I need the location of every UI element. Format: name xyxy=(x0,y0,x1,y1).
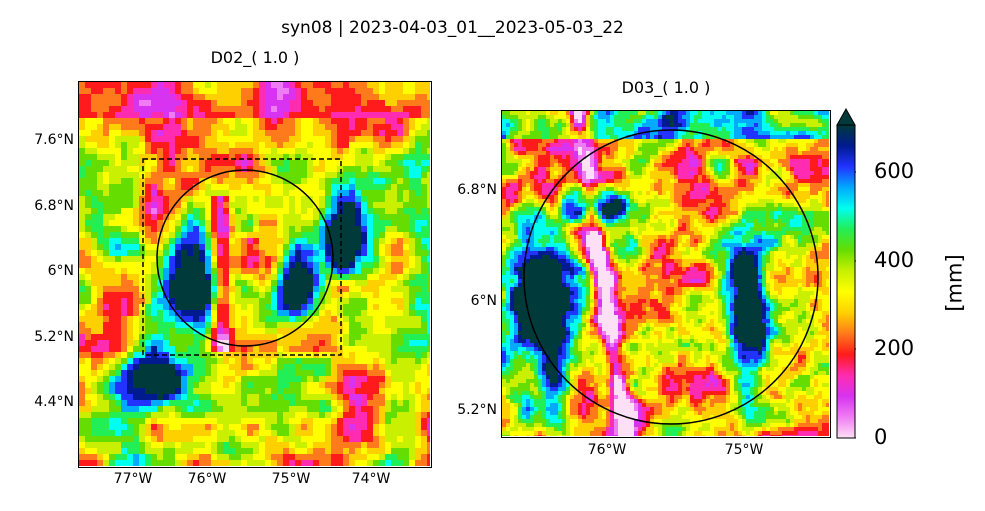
colorbar-tick-label: 200 xyxy=(874,336,915,360)
colorbar-tick-label: 600 xyxy=(874,159,915,183)
lat-label: 6°N xyxy=(470,293,497,309)
map-d03 xyxy=(501,110,831,438)
lat-label: 5.2°N xyxy=(34,329,74,345)
precipitation-field-d02 xyxy=(79,82,430,466)
radius-circle xyxy=(156,169,334,347)
lon-label: 74°W xyxy=(351,471,391,487)
precipitation-field-d03 xyxy=(502,111,829,436)
lat-label: 6.8°N xyxy=(457,182,497,198)
panel-title-d02: D02_( 1.0 ) xyxy=(210,48,300,67)
colorbar-tick-label: 400 xyxy=(874,248,915,272)
lat-label: 4.4°N xyxy=(34,394,74,410)
lon-label: 75°W xyxy=(724,442,764,458)
map-d02 xyxy=(78,81,432,468)
colorbar-gradient xyxy=(836,107,856,439)
lat-label: 7.6°N xyxy=(34,132,74,148)
colorbar-title: [mm] xyxy=(942,254,967,312)
colorbar xyxy=(836,107,856,439)
lat-label: 6.8°N xyxy=(34,198,74,214)
colorbar-tick-label: 0 xyxy=(874,425,888,449)
figure-suptitle: syn08 | 2023-04-03_01__2023-05-03_22 xyxy=(281,18,624,38)
radius-circle xyxy=(523,129,819,425)
lat-label: 6°N xyxy=(47,263,74,279)
lon-label: 76°W xyxy=(587,442,627,458)
lat-label: 5.2°N xyxy=(457,402,497,418)
lon-label: 75°W xyxy=(271,471,311,487)
lon-label: 76°W xyxy=(187,471,227,487)
colorbar-extend-arrow xyxy=(836,107,856,126)
lon-label: 77°W xyxy=(113,471,153,487)
panel-title-d03: D03_( 1.0 ) xyxy=(621,78,711,97)
inner-domain-box xyxy=(142,158,342,356)
